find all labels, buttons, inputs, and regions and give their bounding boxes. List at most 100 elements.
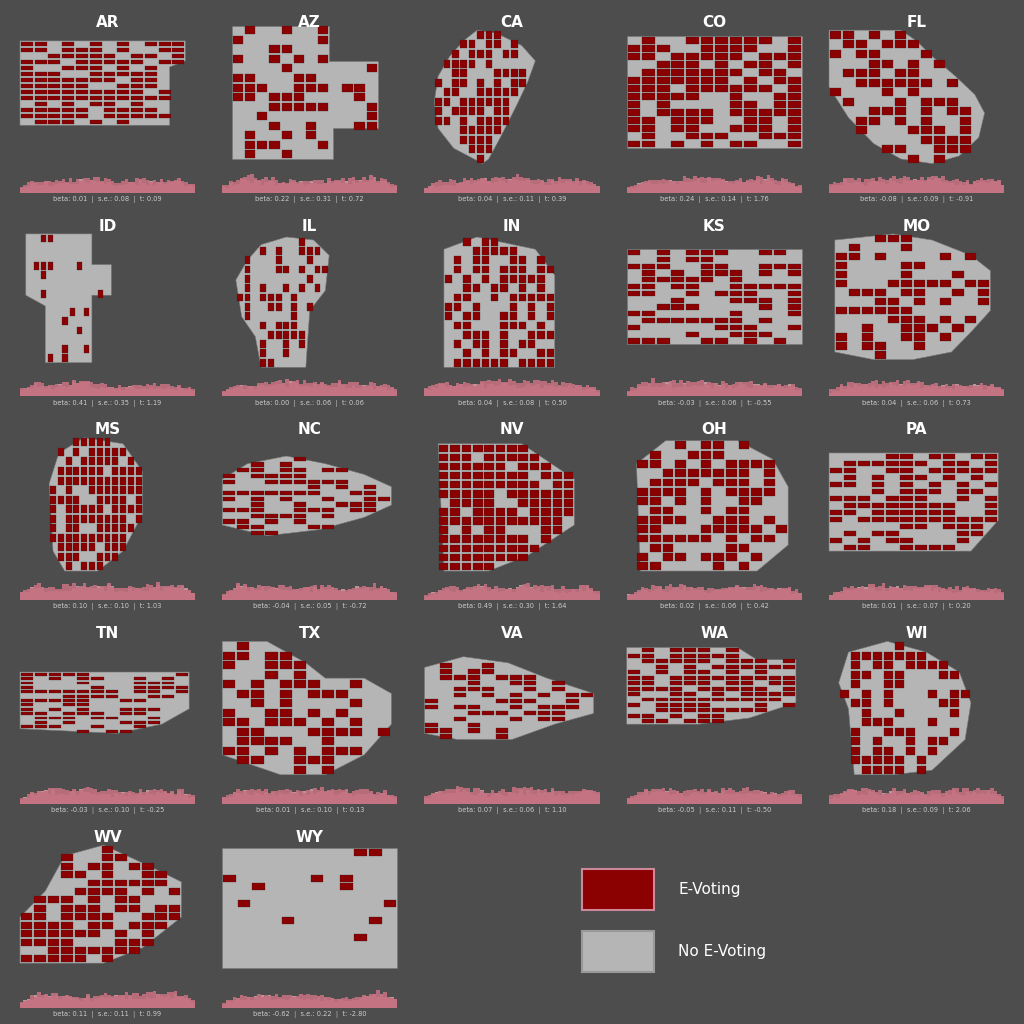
Polygon shape (869, 59, 880, 68)
Polygon shape (291, 303, 297, 310)
Polygon shape (725, 388, 728, 396)
Polygon shape (250, 999, 254, 1008)
Polygon shape (89, 458, 95, 466)
Polygon shape (252, 690, 263, 697)
Polygon shape (451, 489, 460, 498)
Polygon shape (271, 1000, 274, 1008)
Polygon shape (985, 454, 997, 459)
Polygon shape (906, 180, 909, 193)
Polygon shape (528, 312, 536, 319)
Polygon shape (784, 182, 787, 193)
Polygon shape (502, 180, 505, 193)
Polygon shape (439, 734, 452, 738)
Polygon shape (51, 389, 55, 396)
Polygon shape (764, 460, 774, 468)
Polygon shape (934, 97, 945, 105)
Polygon shape (969, 589, 973, 600)
Polygon shape (470, 587, 473, 600)
Polygon shape (495, 97, 501, 105)
Polygon shape (299, 247, 305, 255)
Polygon shape (973, 386, 976, 396)
Polygon shape (637, 184, 641, 193)
Polygon shape (473, 358, 480, 367)
Polygon shape (41, 587, 44, 600)
Polygon shape (690, 178, 693, 193)
Polygon shape (901, 306, 911, 314)
Polygon shape (971, 524, 983, 529)
Polygon shape (174, 181, 177, 193)
Polygon shape (188, 388, 191, 396)
Polygon shape (76, 114, 88, 119)
Polygon shape (554, 184, 557, 193)
Polygon shape (887, 496, 898, 502)
Polygon shape (438, 791, 442, 804)
Polygon shape (714, 478, 724, 486)
Polygon shape (501, 349, 508, 357)
Polygon shape (383, 181, 387, 193)
Polygon shape (383, 179, 387, 193)
Polygon shape (958, 795, 962, 804)
Polygon shape (439, 536, 449, 543)
Polygon shape (528, 358, 536, 367)
Polygon shape (872, 475, 885, 480)
Polygon shape (507, 545, 516, 552)
Polygon shape (118, 591, 122, 600)
Polygon shape (867, 383, 871, 396)
Polygon shape (19, 592, 24, 600)
Polygon shape (726, 469, 736, 477)
Polygon shape (757, 791, 760, 804)
Polygon shape (135, 389, 139, 396)
Polygon shape (857, 588, 860, 600)
Polygon shape (784, 385, 787, 396)
Polygon shape (316, 386, 321, 396)
Polygon shape (261, 996, 264, 1008)
Polygon shape (568, 179, 571, 193)
Polygon shape (501, 285, 508, 292)
Polygon shape (586, 389, 589, 396)
Polygon shape (534, 184, 537, 193)
Polygon shape (390, 183, 394, 193)
Polygon shape (726, 670, 738, 674)
Polygon shape (672, 284, 684, 289)
Polygon shape (345, 1000, 348, 1008)
Polygon shape (662, 792, 666, 804)
Polygon shape (80, 791, 83, 804)
Polygon shape (394, 999, 397, 1008)
Polygon shape (916, 651, 926, 659)
Polygon shape (321, 180, 324, 193)
Polygon shape (544, 385, 547, 396)
Polygon shape (75, 947, 86, 954)
Polygon shape (464, 358, 471, 367)
Polygon shape (425, 597, 428, 600)
Polygon shape (27, 999, 31, 1008)
Polygon shape (874, 342, 886, 350)
Polygon shape (24, 798, 27, 804)
Polygon shape (844, 510, 856, 515)
Polygon shape (878, 591, 882, 600)
Polygon shape (223, 719, 236, 726)
Polygon shape (244, 1000, 247, 1008)
Polygon shape (103, 59, 116, 65)
Polygon shape (292, 382, 296, 396)
Polygon shape (20, 955, 33, 963)
Polygon shape (443, 88, 451, 96)
Polygon shape (306, 184, 309, 193)
Polygon shape (519, 265, 526, 273)
Polygon shape (487, 591, 490, 600)
Polygon shape (115, 939, 127, 945)
Polygon shape (482, 238, 489, 246)
Polygon shape (767, 794, 770, 804)
Polygon shape (380, 385, 383, 396)
Polygon shape (700, 451, 712, 459)
Polygon shape (529, 489, 540, 498)
Polygon shape (552, 687, 564, 691)
Polygon shape (135, 178, 139, 193)
Polygon shape (358, 388, 362, 396)
Polygon shape (490, 381, 495, 396)
Polygon shape (261, 385, 264, 396)
Polygon shape (538, 331, 545, 339)
Polygon shape (268, 294, 273, 301)
Polygon shape (916, 662, 926, 669)
Polygon shape (502, 383, 505, 396)
Polygon shape (445, 387, 449, 396)
